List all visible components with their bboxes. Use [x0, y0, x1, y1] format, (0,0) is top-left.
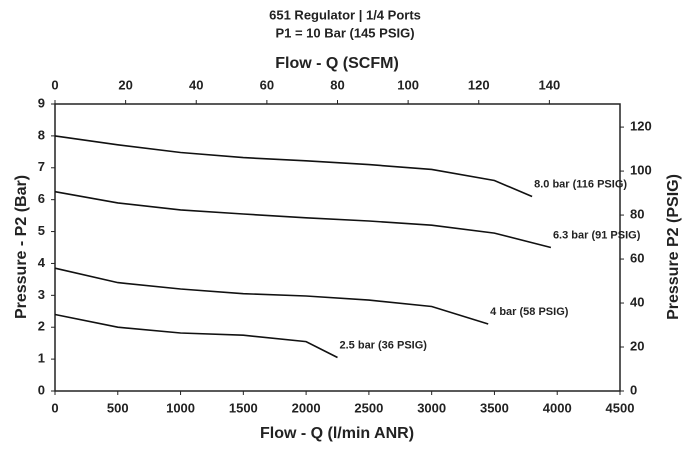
line [54, 190, 552, 249]
x-tick-label: 0 [51, 400, 58, 415]
y2-tick-label: 120 [630, 119, 652, 134]
x2-tick-label: 120 [468, 77, 490, 92]
y2-axis-title: Pressure P2 (PSIG) [665, 174, 682, 320]
chart-subtitle: P1 = 10 Bar (145 PSIG) [275, 25, 414, 40]
x-tick-label: 500 [107, 400, 129, 415]
y-tick-label: 7 [38, 159, 45, 174]
x-tick-label: 3500 [480, 400, 509, 415]
line [54, 313, 338, 359]
x-axis-title: Flow - Q (l/min ANR) [260, 425, 414, 442]
y-tick-label: 2 [38, 319, 45, 334]
y-tick-label: 9 [38, 95, 45, 110]
y2-tick-label: 40 [630, 294, 644, 309]
y-tick-label: 0 [38, 382, 45, 397]
y2-tick-label: 0 [630, 382, 637, 397]
x2-tick-label: 20 [118, 77, 132, 92]
x-tick-label: 1500 [229, 400, 258, 415]
y2-tick-label: 60 [630, 250, 644, 265]
x2-axis-title: Flow - Q (SCFM) [275, 55, 399, 72]
x2-tick-label: 100 [397, 77, 419, 92]
x-tick-label: 4500 [606, 400, 635, 415]
y2-tick-label: 20 [630, 338, 644, 353]
series-label: 8.0 bar (116 PSIG) [534, 178, 627, 190]
x2-tick-label: 40 [189, 77, 203, 92]
x-tick-label: 2500 [354, 400, 383, 415]
line [54, 135, 533, 198]
y-tick-label: 6 [38, 191, 45, 206]
y-tick-label: 8 [38, 127, 45, 142]
chart-title: 651 Regulator | 1/4 Ports [269, 7, 421, 22]
x-tick-label: 3000 [417, 400, 446, 415]
y2-tick-label: 80 [630, 206, 644, 221]
y-tick-label: 4 [38, 255, 46, 270]
y2-tick-label: 100 [630, 163, 652, 178]
x-tick-label: 4000 [543, 400, 572, 415]
x-tick-label: 1000 [166, 400, 195, 415]
y-tick-label: 5 [38, 223, 45, 238]
y-tick-label: 1 [38, 351, 45, 366]
x2-tick-label: 0 [51, 77, 58, 92]
series-label: 2.5 bar (36 PSIG) [340, 339, 428, 351]
y-axis-title: Pressure - P2 (Bar) [13, 175, 30, 319]
series-label: 6.3 bar (91 PSIG) [553, 229, 641, 241]
y-tick-label: 3 [38, 287, 45, 302]
line [54, 267, 489, 325]
x2-tick-label: 60 [260, 77, 274, 92]
x-tick-label: 2000 [292, 400, 321, 415]
series-label: 4 bar (58 PSIG) [490, 306, 569, 318]
x2-tick-label: 140 [539, 77, 561, 92]
x2-tick-label: 80 [330, 77, 344, 92]
